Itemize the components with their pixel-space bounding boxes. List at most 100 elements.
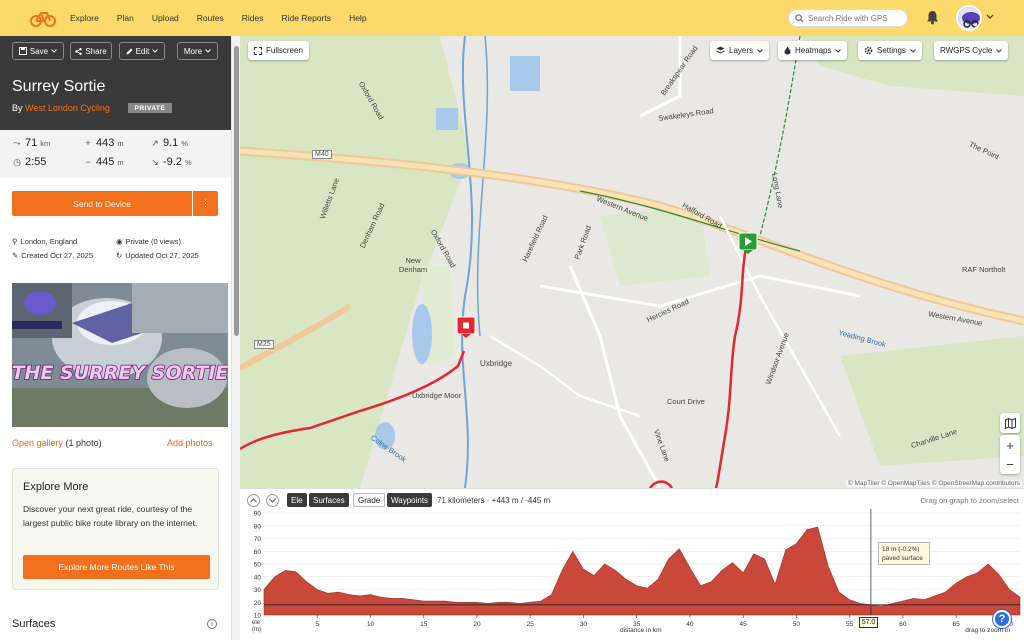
add-photos-link[interactable]: Add photos — [167, 438, 213, 448]
clock-icon: ◷ — [13, 157, 21, 167]
scrollbar-thumb[interactable] — [234, 46, 239, 336]
nav-ride-reports[interactable]: Ride Reports — [281, 13, 332, 23]
search-input[interactable]: Search Ride with GPS — [788, 9, 908, 27]
y-unit-line2: (m) — [252, 627, 261, 633]
x-tick-label: 5 — [315, 621, 319, 628]
layers-label: Layers — [729, 46, 754, 55]
distance-icon: ⤳ — [13, 138, 21, 148]
more-button[interactable]: More — [177, 42, 218, 60]
map-canvas[interactable] — [240, 36, 1024, 488]
fullscreen-button[interactable]: Fullscreen — [248, 41, 309, 60]
tooltip-surface: paved surface — [882, 555, 923, 562]
x-tick-label: 10 — [367, 621, 375, 628]
sidebar-scrollbar[interactable] — [231, 36, 240, 640]
nav-help[interactable]: Help — [349, 13, 367, 23]
route-map[interactable]: Swakeleys Road Western Avenue Western Av… — [240, 36, 1024, 488]
max-grade-unit: % — [181, 139, 188, 148]
x-tick-label: 25 — [527, 621, 535, 628]
open-gallery-link[interactable]: Open gallery — [12, 438, 64, 448]
by-prefix: By — [12, 103, 23, 113]
drag-hint: Drag on graph to zoom/select — [920, 496, 1019, 505]
share-button[interactable]: Share — [70, 42, 112, 60]
edit-button[interactable]: Edit — [119, 42, 165, 60]
heatmaps-label: Heatmaps — [795, 46, 832, 55]
map-label-court-drive: Court Drive — [667, 397, 705, 406]
map-attribution[interactable]: © MapTiler © OpenMapTiles © OpenStreetMa… — [845, 480, 1022, 487]
route-start-marker[interactable] — [738, 232, 758, 254]
help-button[interactable]: ? — [993, 610, 1011, 628]
y-tick-label: 40 — [254, 574, 262, 581]
send-to-device-button[interactable]: Send to Device — [12, 191, 192, 216]
x-tick-label: 50 — [793, 621, 801, 628]
gallery-count: (1 photo) — [65, 438, 102, 448]
avatar[interactable] — [956, 5, 982, 31]
bell-icon[interactable] — [926, 10, 939, 25]
gear-icon — [864, 46, 873, 55]
explore-title: Explore More — [23, 481, 89, 493]
elev-loss-value: 445 — [96, 156, 115, 168]
rwgps-logo-icon[interactable] — [30, 8, 56, 28]
min-grade-value: -9.2 — [163, 156, 182, 168]
basemap-label: RWGPS Cycle — [940, 46, 993, 55]
elevation-tooltip: 18 m (-0.2%) paved surface — [878, 542, 930, 565]
organizer-link[interactable]: West London Cycling — [25, 103, 110, 113]
x-tick-label: 30 — [580, 621, 588, 628]
nav-explore[interactable]: Explore — [70, 13, 99, 23]
save-button[interactable]: Save — [12, 42, 64, 60]
settings-dropdown[interactable]: Settings — [858, 41, 922, 60]
flame-icon — [784, 46, 791, 55]
y-tick-label: 30 — [254, 587, 262, 594]
zoom-in-button[interactable]: + — [1000, 435, 1020, 455]
map-label-uxbridge-moor: Uxbridge Moor — [412, 391, 462, 400]
route-photo[interactable]: THE SURREY SORTIE — [12, 283, 228, 427]
heatmaps-dropdown[interactable]: Heatmaps — [778, 41, 848, 60]
elevation-chart[interactable]: 90 80 70 60 50 40 30 20 10 5 10 15 20 25 30 35 40 45 50 55… — [240, 509, 1024, 641]
x-axis-ticks: 5 10 15 20 25 30 35 40 45 50 55 60 65 70 — [315, 615, 1013, 628]
zoom-out-button[interactable]: − — [1000, 454, 1020, 474]
nav-plan[interactable]: Plan — [116, 13, 134, 23]
x-tick-label: 45 — [740, 621, 748, 628]
created-text: Created Oct 27, 2025 — [21, 251, 94, 260]
elevation-area[interactable] — [263, 526, 1021, 616]
y-tick-label: 10 — [254, 613, 262, 620]
tab-grade[interactable]: Grade — [353, 493, 386, 507]
map-label-raf-northolt: RAF Northolt — [962, 265, 1006, 274]
distance-unit: km — [40, 139, 51, 148]
explore-routes-button[interactable]: Explore More Routes Like This — [23, 555, 210, 579]
tab-waypoints[interactable]: Waypoints — [387, 493, 433, 507]
search-placeholder: Search Ride with GPS — [808, 13, 888, 23]
x-tick-label: 15 — [420, 621, 428, 628]
chevron-down-icon — [152, 49, 159, 53]
drag-zoom-hint: drag to zoom in — [965, 627, 1010, 634]
basemap-dropdown[interactable]: RWGPS Cycle — [934, 41, 1009, 60]
elev-gain-unit: m — [117, 139, 124, 148]
elevation-gain-stat: + 443 m — [83, 137, 124, 149]
x-tick-label: 70 — [1006, 621, 1014, 628]
info-icon[interactable]: i — [207, 619, 217, 629]
tab-surfaces[interactable]: Surfaces — [309, 493, 349, 507]
chevron-down-icon[interactable] — [986, 14, 994, 20]
route-end-marker[interactable] — [456, 316, 476, 338]
y-tick-label: 20 — [254, 600, 262, 607]
route-stats: ⤳ 71 km + 443 m ↗ 9.1 % ◷ 2:55 − 445 m ↘… — [0, 130, 231, 178]
nav-upload[interactable]: Upload — [151, 13, 179, 23]
duration-value: 2:55 — [25, 156, 47, 168]
map-view-button[interactable] — [1000, 413, 1020, 433]
updated-meta: ↻ Updated Oct 27, 2025 — [116, 251, 199, 260]
tab-ele[interactable]: Ele — [287, 493, 307, 507]
elevation-loss-stat: − 445 m — [83, 156, 123, 168]
explore-more-card: Explore More Discover your next great ri… — [12, 468, 219, 590]
duration-stat: ◷ 2:55 — [12, 156, 46, 168]
expand-icon — [254, 46, 262, 55]
refresh-icon: ↻ — [116, 251, 123, 260]
chevron-down-icon — [269, 498, 276, 503]
collapse-button[interactable] — [247, 494, 260, 507]
expand-button[interactable] — [266, 494, 279, 507]
nav-routes[interactable]: Routes — [196, 13, 224, 23]
chevron-down-icon — [835, 48, 842, 53]
route-sidebar: Save Share Edit More Surrey Sortie By We… — [0, 36, 231, 640]
nav-rides[interactable]: Rides — [241, 13, 264, 23]
layers-dropdown[interactable]: Layers — [710, 41, 770, 60]
settings-label: Settings — [877, 46, 906, 55]
send-options-button[interactable]: ⋮ — [193, 191, 218, 216]
